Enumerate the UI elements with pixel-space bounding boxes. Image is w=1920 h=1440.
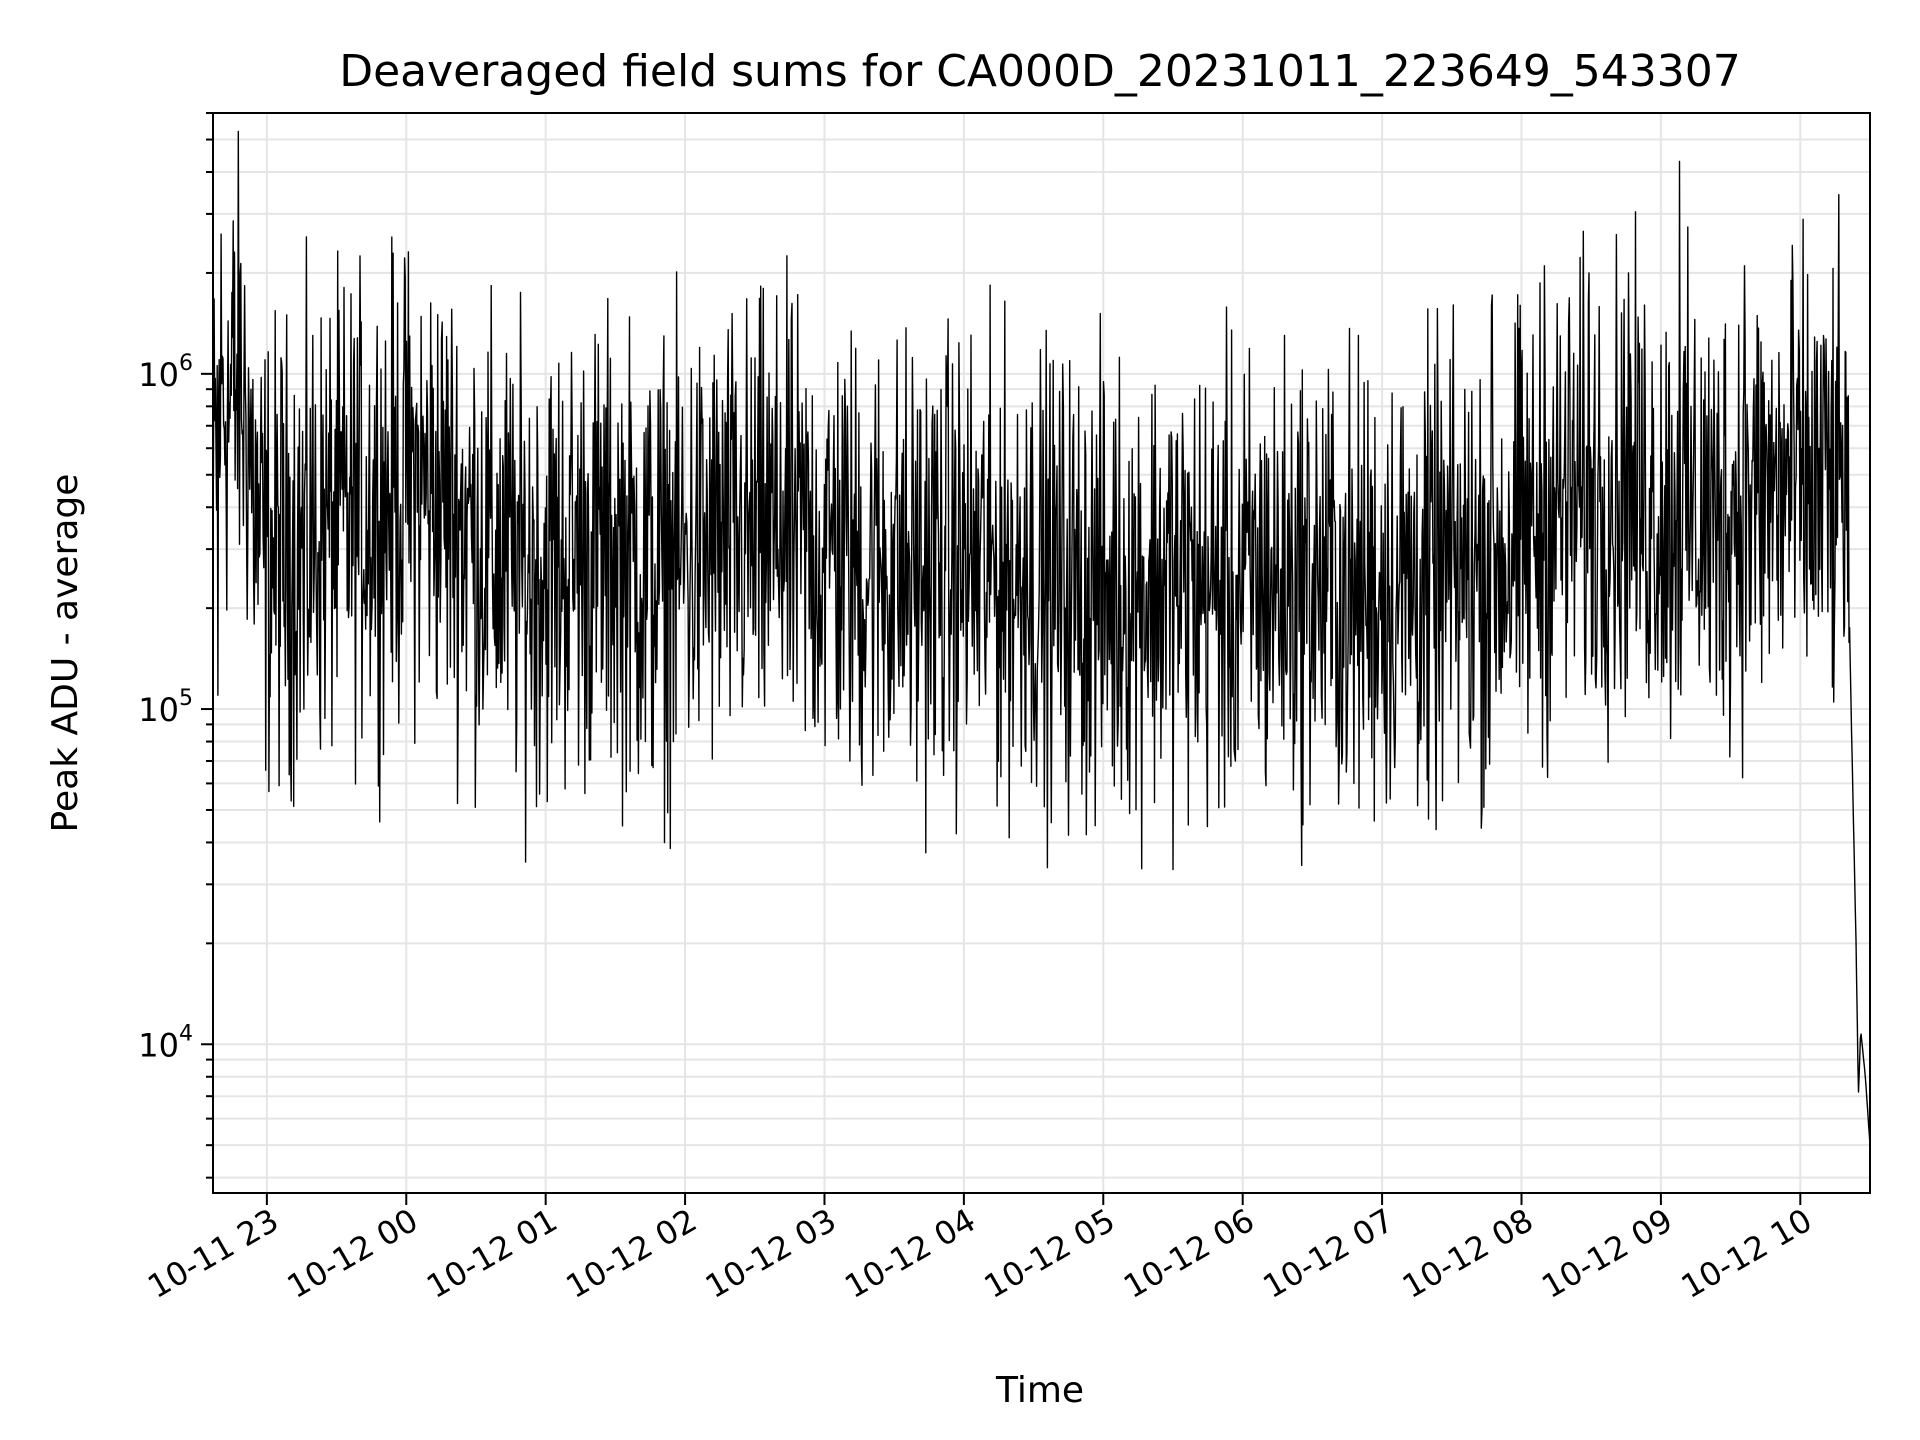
grid-layer (213, 112, 1870, 1193)
chart-title: Deaveraged field sums for CA000D_2023101… (339, 46, 1741, 97)
y-tick-label: 106 (138, 351, 193, 394)
x-tick-label: 10-12 06 (1117, 1201, 1261, 1306)
x-tick-label: 10-12 07 (1256, 1201, 1400, 1306)
x-tick-label: 10-12 00 (281, 1201, 425, 1306)
plot-frame (212, 112, 1871, 1194)
x-tick-label: 10-12 04 (838, 1201, 982, 1306)
y-axis: 104 105 106 (138, 112, 213, 1179)
x-tick-label: 10-12 10 (1675, 1201, 1819, 1306)
x-tick-label: 10-12 02 (559, 1201, 703, 1306)
series-line (212, 130, 1871, 1146)
x-tick-label: 10-12 01 (420, 1201, 564, 1306)
x-tick-label: 10-12 08 (1396, 1201, 1540, 1306)
series-layer (212, 130, 1871, 1146)
x-tick-label: 10-12 03 (699, 1201, 843, 1306)
x-axis-label: Time (995, 1370, 1084, 1411)
x-tick-label: 10-12 09 (1535, 1201, 1679, 1306)
y-tick-label: 105 (138, 686, 193, 729)
x-tick-label: 10-12 05 (978, 1201, 1122, 1306)
y-axis-label: Peak ADU - average (45, 474, 86, 833)
y-tick-label: 104 (138, 1021, 193, 1064)
x-tick-label: 10-11 23 (141, 1201, 285, 1306)
